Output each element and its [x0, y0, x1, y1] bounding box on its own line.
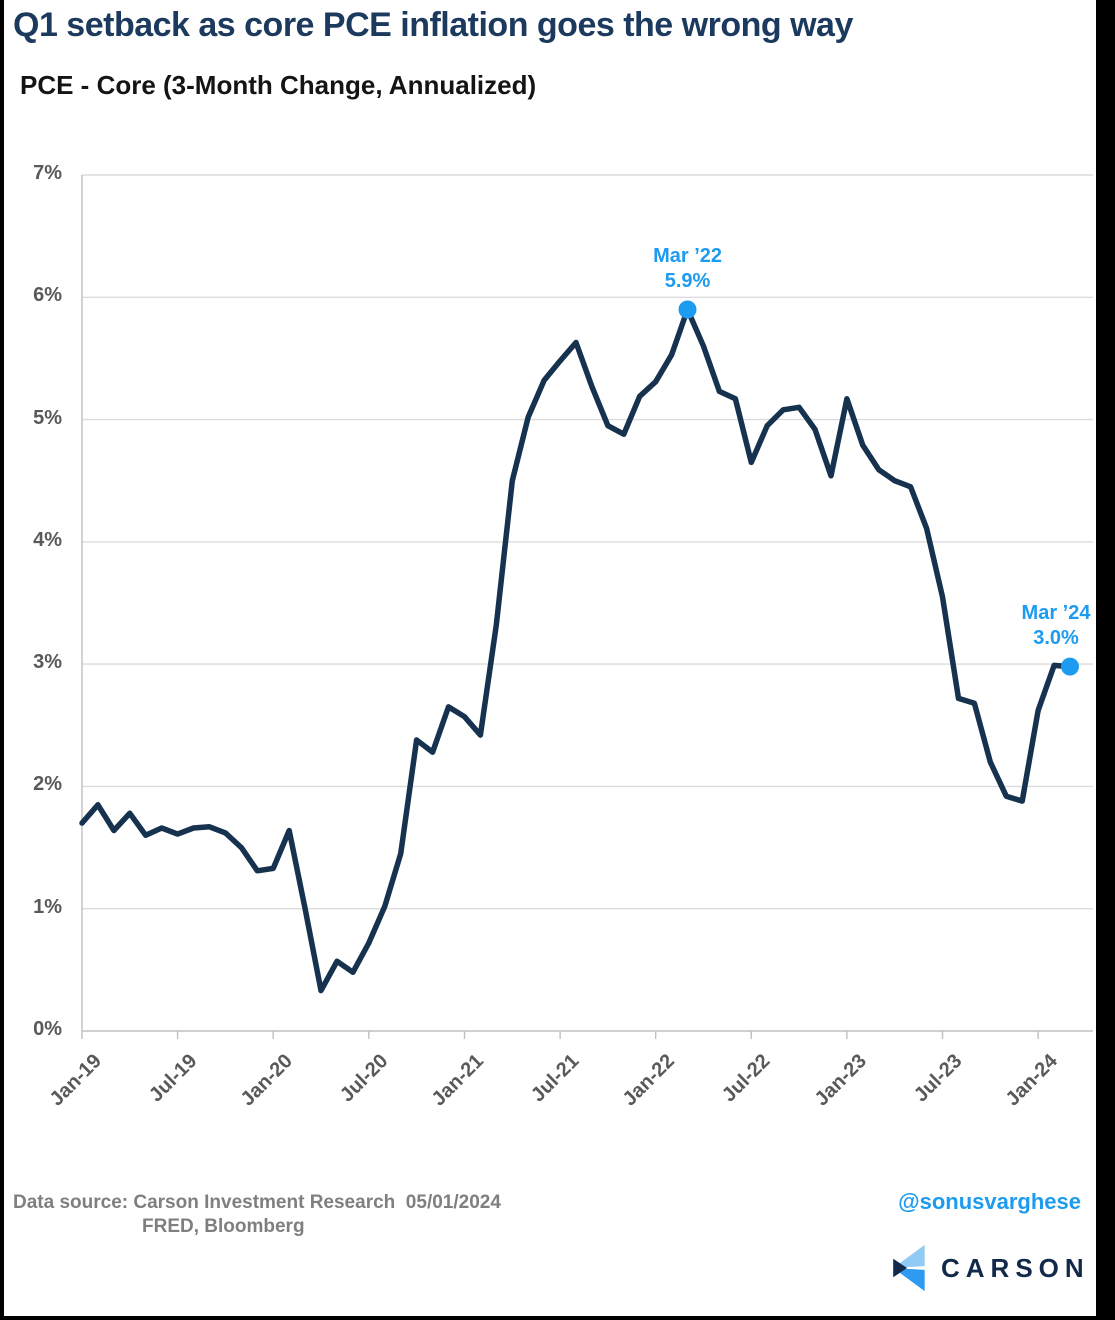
- annotation-date: Mar ’22: [653, 244, 723, 267]
- social-handle: @sonusvarghese: [898, 1189, 1081, 1214]
- screen-border-left: [0, 0, 4, 1320]
- y-axis-label: 1%: [33, 895, 62, 918]
- y-axis-label: 5%: [33, 406, 62, 429]
- chart-title: Q1 setback as core PCE inflation goes th…: [13, 6, 853, 44]
- data-source-line-1: Data source: Carson Investment Research …: [13, 1192, 501, 1213]
- data-point-marker: [1061, 657, 1079, 676]
- annotation-date: Mar ’24: [1021, 601, 1091, 624]
- chart-subtitle: PCE - Core (3-Month Change, Annualized): [20, 70, 537, 100]
- carson-logo-icon: [893, 1244, 925, 1292]
- pce-data-line: [79, 306, 1073, 994]
- y-axis-label: 2%: [33, 773, 62, 796]
- y-axis-label: 0%: [33, 1018, 62, 1040]
- annotation-mar-22: Mar ’22 5.9%: [653, 244, 722, 294]
- annotation-value: 3.0%: [1033, 626, 1079, 649]
- data-point-marker: [678, 300, 697, 319]
- screen-border-right: [1096, 0, 1115, 1320]
- y-axis-label: 7%: [33, 162, 62, 184]
- annotation-mar-24: Mar ’24 3.0%: [1022, 601, 1091, 651]
- screen-border-bottom: [0, 1316, 1115, 1320]
- data-source-line-2: FRED, Bloomberg: [142, 1216, 305, 1237]
- annotation-value: 5.9%: [664, 269, 711, 292]
- carson-logo-text: CARSON: [941, 1252, 1090, 1283]
- y-axis-label: 3%: [33, 651, 62, 674]
- y-axis-label: 6%: [33, 284, 62, 307]
- carson-logo: CARSON: [891, 1243, 1090, 1293]
- y-axis-label: 4%: [33, 528, 62, 551]
